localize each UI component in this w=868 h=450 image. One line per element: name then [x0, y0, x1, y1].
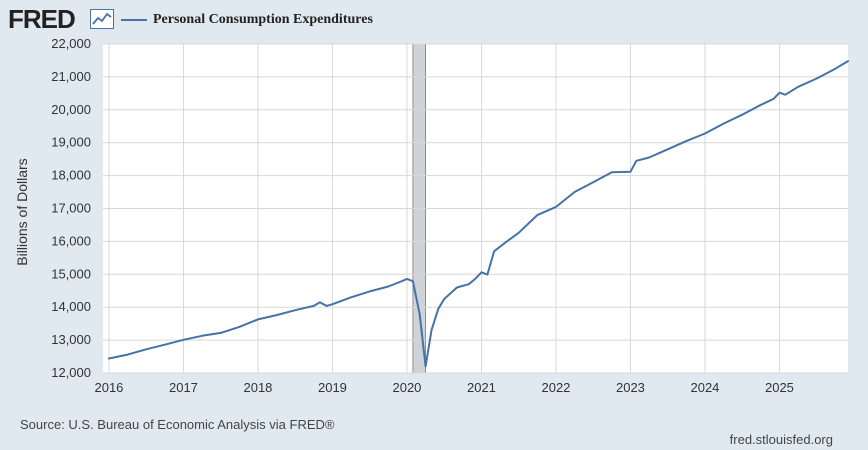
x-tick-label: 2023	[616, 380, 645, 395]
y-tick-label: 22,000	[51, 36, 91, 51]
x-tick-label: 2018	[243, 380, 272, 395]
x-tick-label: 2022	[541, 380, 570, 395]
y-axis-title: Billions of Dollars	[14, 158, 30, 265]
x-tick-label: 2025	[765, 380, 794, 395]
y-tick-label: 14,000	[51, 299, 91, 314]
x-tick-label: 2020	[392, 380, 421, 395]
x-tick-label: 2019	[318, 380, 347, 395]
line-chart-icon	[90, 9, 114, 29]
series-layer	[108, 60, 849, 368]
x-axis-ticks: 2016 2017 2018 2019 2020 2021 2022 2023 2024 2025	[94, 380, 793, 395]
x-tick-label: 2016	[94, 380, 123, 395]
x-tick-label: 2017	[169, 380, 198, 395]
legend-swatch	[121, 19, 147, 21]
y-tick-label: 15,000	[51, 266, 91, 281]
y-tick-label: 12,000	[51, 365, 91, 380]
site-url[interactable]: fred.stlouisfed.org	[729, 432, 833, 447]
y-tick-label: 18,000	[51, 168, 91, 183]
y-tick-label: 20,000	[51, 102, 91, 117]
chart-legend: Personal Consumption Expenditures	[121, 12, 373, 28]
fred-logo[interactable]: FRED	[8, 4, 76, 34]
y-tick-label: 13,000	[51, 332, 91, 347]
grid-layer	[103, 43, 848, 374]
y-tick-label: 17,000	[51, 201, 91, 216]
source-note: Source: U.S. Bureau of Economic Analysis…	[20, 417, 335, 432]
legend-label: Personal Consumption Expenditures	[153, 12, 373, 27]
y-tick-label: 21,000	[51, 69, 91, 84]
y-axis-ticks: 12,000 13,000 14,000 15,000 16,000 17,000 18,0…	[51, 36, 91, 380]
y-tick-label: 19,000	[51, 135, 91, 150]
series-line-0	[108, 60, 849, 368]
x-tick-label: 2021	[467, 380, 496, 395]
y-tick-label: 16,000	[51, 233, 91, 248]
x-tick-label: 2024	[690, 380, 719, 395]
